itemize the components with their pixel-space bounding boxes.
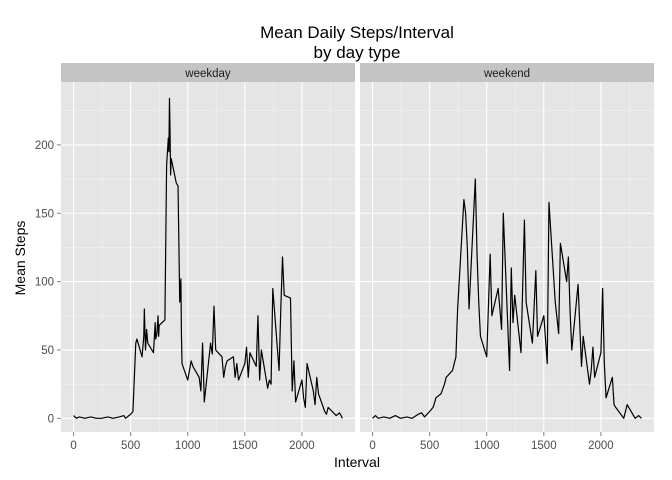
x-tick-label: 1000 [474,440,500,452]
facet-strip [360,63,654,82]
panel-weekday: weekday 0 500 1000 1500 2000 0 50 100 150 200 [35,63,355,452]
y-tick-label: 0 [48,413,54,425]
panel-background [61,82,355,432]
chart-title: Mean Daily Steps/Interval [260,23,454,42]
x-tick-label: 0 [369,440,375,452]
x-axis-title: Interval [334,454,380,470]
x-tick-label: 1500 [232,440,258,452]
series-line-weekday [73,97,343,419]
panel-weekend: weekend 0 500 1000 1500 2000 [360,63,654,452]
y-tick-label: 50 [41,345,54,357]
x-tick-label: 1500 [531,440,557,452]
y-axis-title: Mean Steps [12,221,28,296]
panel-background [360,82,654,432]
x-tick-label: 500 [121,440,140,452]
x-tick-label: 2000 [588,440,614,452]
chart-subtitle: by day type [314,43,401,62]
facet-strip-label: weekday [184,68,231,80]
facet-strip-label: weekend [483,68,530,80]
facet-strip [61,63,355,82]
series-line-weekend [372,178,642,419]
x-tick-label: 0 [70,440,76,452]
x-tick-label: 2000 [289,440,315,452]
x-tick-label: 1000 [175,440,201,452]
y-tick-label: 200 [35,140,54,152]
y-tick-label: 150 [35,208,54,220]
y-tick-label: 100 [35,277,54,289]
x-tick-label: 500 [420,440,439,452]
